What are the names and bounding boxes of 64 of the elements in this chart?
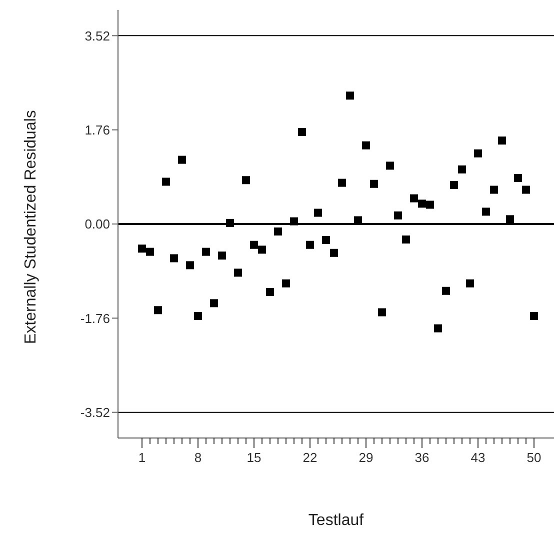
point (274, 227, 282, 236)
point (458, 165, 466, 174)
point (434, 324, 442, 332)
point (250, 240, 258, 249)
point (410, 194, 418, 202)
point (146, 248, 154, 256)
point (490, 186, 498, 194)
point (194, 312, 202, 320)
point (258, 246, 266, 254)
x-tick-label: 1 (138, 450, 146, 465)
point (466, 279, 474, 288)
x-tick-label: 43 (470, 450, 486, 465)
point (450, 180, 458, 189)
x-tick-label: 8 (194, 450, 202, 465)
point (330, 248, 338, 257)
point (170, 254, 178, 262)
point (338, 178, 346, 187)
point (226, 218, 234, 227)
point (474, 149, 482, 158)
point (522, 186, 530, 194)
point (370, 180, 378, 188)
y-tick-label: -3.52 (80, 404, 110, 420)
point (506, 215, 514, 224)
point (202, 248, 210, 256)
x-tick-label: 22 (302, 450, 318, 465)
point (530, 312, 538, 320)
x-tick-label: 36 (414, 450, 430, 465)
point (402, 236, 410, 244)
point (514, 174, 522, 182)
point (154, 306, 162, 314)
point (426, 200, 434, 209)
x-tick-label: 15 (246, 450, 262, 465)
point (138, 244, 146, 253)
point (346, 92, 354, 100)
point (362, 141, 370, 150)
point (386, 162, 394, 170)
point (306, 240, 314, 249)
point (178, 156, 186, 164)
point (314, 208, 322, 217)
x-tick-label: 29 (358, 450, 374, 465)
y-axis-title: Externally Studentized Residuals (22, 110, 40, 344)
point (282, 279, 290, 288)
x-tick-label: 50 (526, 450, 542, 465)
point (234, 268, 242, 277)
y-tick-label: -1.76 (80, 310, 110, 326)
point (162, 178, 170, 186)
point (442, 286, 450, 295)
point (186, 261, 194, 270)
point (210, 299, 218, 308)
point (242, 176, 250, 184)
point (378, 308, 386, 316)
point (482, 208, 490, 216)
y-tick-label: 0.00 (84, 216, 110, 232)
point (298, 128, 306, 136)
y-tick-label: 1.76 (84, 122, 110, 138)
point (498, 136, 506, 145)
point (394, 211, 402, 220)
x-axis-title: Testlauf (308, 512, 364, 529)
point (218, 252, 226, 260)
point (266, 288, 274, 296)
point (418, 200, 426, 208)
y-tick-label: 3.52 (84, 28, 110, 44)
point (290, 217, 298, 226)
point (322, 236, 330, 244)
